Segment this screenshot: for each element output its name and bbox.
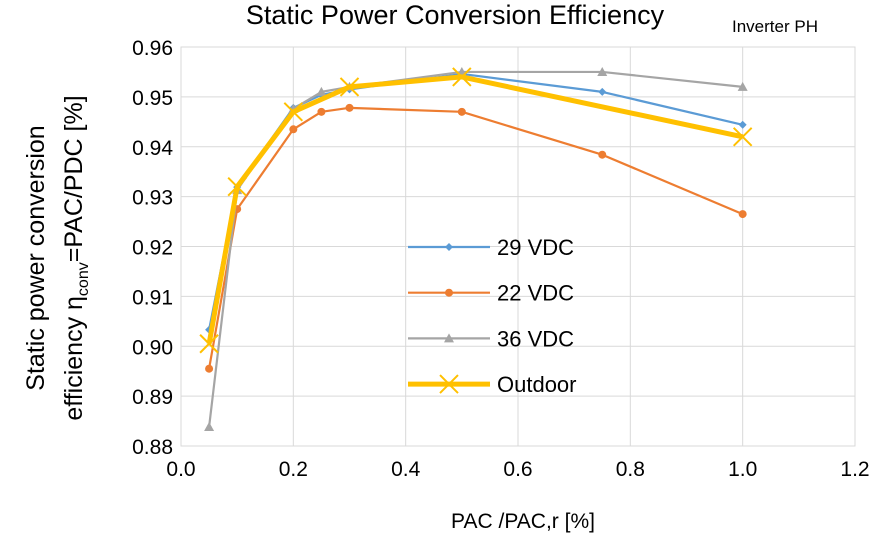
y-axis-label-part: =PAC/PDC [%] [60,95,88,262]
marker [289,125,298,134]
legend-label: 29 VDC [497,235,574,260]
x-tick-label: 0.8 [616,458,645,481]
y-tick-label: 0.92 [132,237,173,260]
y-tick-label: 0.95 [132,87,173,110]
y-tick-label: 0.94 [132,137,173,160]
marker [227,176,247,197]
marker [598,150,607,159]
y-axis-label-sub: conv [75,262,92,296]
marker [439,374,459,394]
x-tick-label: 0.4 [391,458,421,481]
marker [345,103,354,112]
y-tick-label: 0.93 [132,187,173,210]
series-line [206,74,744,345]
x-tick-label: 1.2 [840,458,869,481]
y-tick-label: 0.91 [132,286,173,309]
plot-border [180,46,856,447]
marker [732,127,753,147]
y-axis-label: Static power conversion [22,125,50,390]
chart-title: Static Power Conversion Efficiency [246,0,665,30]
legend-label: 22 VDC [497,281,574,306]
marker [317,107,326,116]
series-line [207,106,744,369]
marker [738,210,747,219]
marker [199,334,219,354]
marker [457,107,466,116]
y-tick-label: 0.89 [132,386,173,409]
y-axis-label-part: efficiency η [60,296,88,421]
marker [445,243,453,251]
marker [339,77,360,97]
marker [598,87,607,96]
x-tick-label: 0.0 [166,458,195,481]
y-tick-label: 0.96 [132,37,173,60]
legend-label: 36 VDC [497,326,574,351]
marker [738,120,747,129]
marker [597,66,608,76]
x-axis-label: PAC /PAC,r [%] [451,510,595,533]
marker [737,81,748,91]
marker [204,422,215,432]
x-tick-label: 1.0 [728,458,757,481]
x-tick-label: 0.6 [503,458,532,481]
marker [444,333,454,343]
y-axis-label: efficiency ηconv=PAC/PDC [%] [60,95,92,420]
marker [205,364,214,373]
marker [316,86,327,96]
x-tick-label: 0.2 [279,458,308,481]
marker [452,67,472,87]
y-tick-label: 0.90 [132,336,173,359]
y-tick-label: 0.88 [132,436,173,459]
chart-subtitle: Inverter PH [732,17,818,36]
marker [283,102,304,122]
marker [445,288,453,297]
legend-label: Outdoor [497,372,577,397]
